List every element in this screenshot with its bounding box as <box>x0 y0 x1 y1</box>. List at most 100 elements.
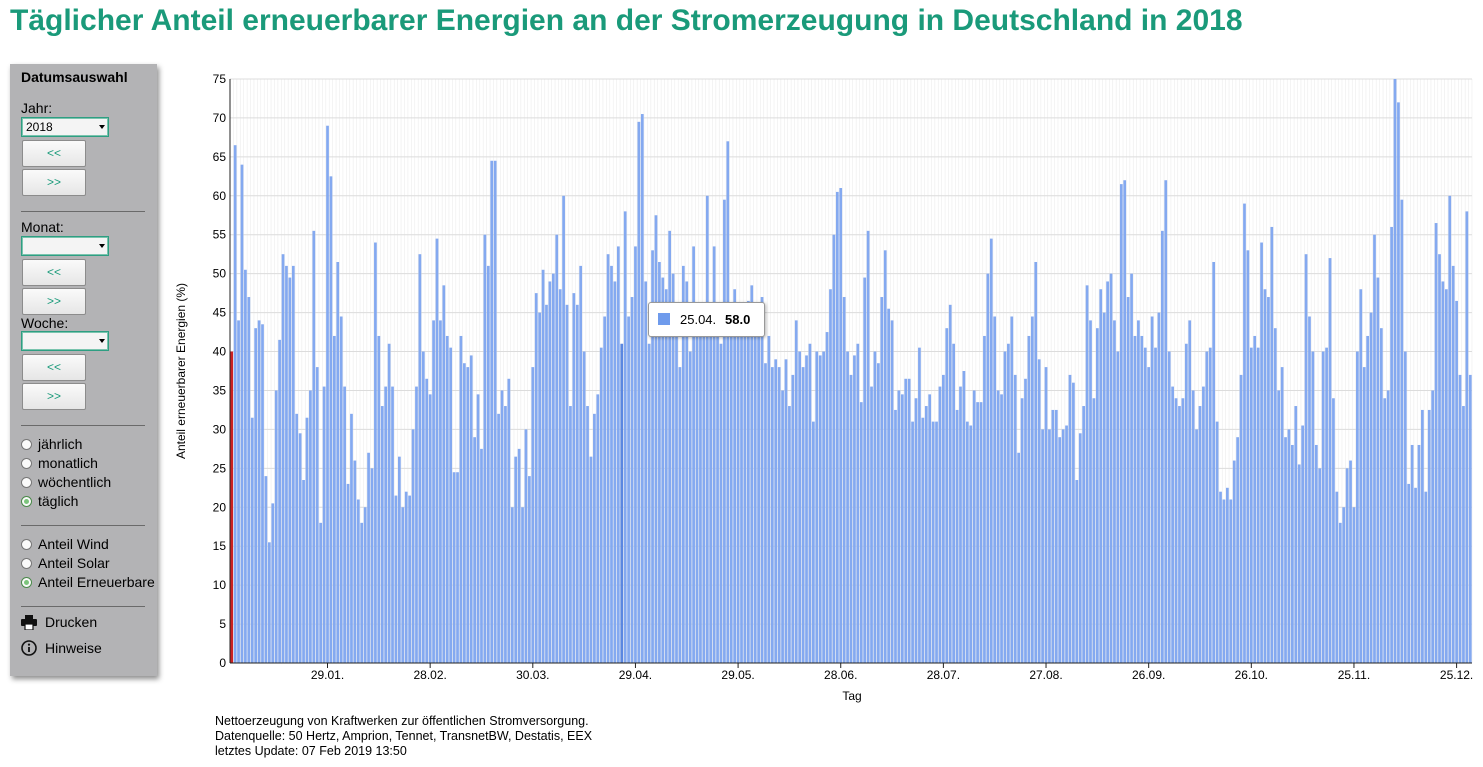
bar[interactable] <box>356 499 360 663</box>
bar[interactable] <box>1123 180 1127 663</box>
bar[interactable] <box>760 297 764 663</box>
bar[interactable] <box>370 468 374 663</box>
bar[interactable] <box>404 491 408 663</box>
bar[interactable] <box>1366 335 1370 663</box>
bar[interactable] <box>1195 429 1198 663</box>
bar[interactable] <box>572 293 576 663</box>
bar[interactable] <box>1284 437 1287 663</box>
bar[interactable] <box>449 347 453 663</box>
bar[interactable] <box>1229 499 1233 663</box>
bar[interactable] <box>421 351 425 663</box>
bar[interactable] <box>1376 277 1380 663</box>
bar[interactable] <box>1328 258 1332 663</box>
bar[interactable] <box>784 359 788 663</box>
bar[interactable] <box>1219 491 1222 663</box>
bar[interactable] <box>1379 328 1383 663</box>
bar[interactable] <box>1137 320 1140 663</box>
bar[interactable] <box>363 507 367 663</box>
bar[interactable] <box>719 343 723 663</box>
bar[interactable] <box>1143 347 1147 663</box>
bar[interactable] <box>309 390 312 663</box>
bar[interactable] <box>723 199 726 663</box>
bar[interactable] <box>1400 199 1404 663</box>
bar[interactable] <box>486 265 490 663</box>
bar[interactable] <box>873 351 877 663</box>
bar[interactable] <box>1441 281 1445 663</box>
bar[interactable] <box>240 164 244 664</box>
bar[interactable] <box>483 234 487 663</box>
bar[interactable] <box>1455 300 1458 663</box>
bar[interactable] <box>1431 390 1435 663</box>
bar[interactable] <box>1273 328 1277 663</box>
bar[interactable] <box>387 343 391 663</box>
bar[interactable] <box>394 495 398 663</box>
bar[interactable] <box>1383 398 1387 663</box>
bar[interactable] <box>551 273 555 663</box>
bar[interactable] <box>1243 203 1246 663</box>
bar[interactable] <box>367 452 370 663</box>
bar[interactable] <box>637 121 641 664</box>
year-next-button[interactable]: >> <box>22 169 86 196</box>
bar[interactable] <box>822 351 825 663</box>
bar[interactable] <box>613 281 617 663</box>
bar[interactable] <box>983 335 986 663</box>
bar[interactable] <box>302 480 305 663</box>
bar[interactable] <box>589 456 593 663</box>
bar[interactable] <box>428 394 432 663</box>
bar[interactable] <box>1003 351 1007 663</box>
bar[interactable] <box>1116 351 1120 663</box>
bar[interactable] <box>1017 452 1021 663</box>
bar[interactable] <box>514 456 518 663</box>
bar[interactable] <box>1308 316 1311 663</box>
bar[interactable] <box>743 332 747 663</box>
bar[interactable] <box>1222 499 1226 663</box>
bar[interactable] <box>740 312 743 663</box>
bar[interactable] <box>808 343 812 663</box>
bar[interactable] <box>1181 398 1185 663</box>
bar[interactable] <box>1154 347 1157 663</box>
interval-option-weekly[interactable]: wöchentlich <box>21 474 111 490</box>
bar[interactable] <box>261 324 264 663</box>
bar[interactable] <box>904 378 908 663</box>
bar[interactable] <box>459 335 463 663</box>
bar[interactable] <box>935 421 938 663</box>
bar[interactable] <box>1013 374 1017 663</box>
bar[interactable] <box>846 351 849 663</box>
bar[interactable] <box>1335 491 1339 663</box>
bar[interactable] <box>757 335 760 663</box>
bar[interactable] <box>377 335 381 663</box>
bar[interactable] <box>866 230 870 663</box>
bar[interactable] <box>794 320 798 663</box>
bar[interactable] <box>1311 351 1315 663</box>
bar[interactable] <box>736 320 740 663</box>
bar[interactable] <box>1130 273 1133 663</box>
bar[interactable] <box>1325 347 1328 663</box>
bar[interactable] <box>538 312 542 663</box>
bar[interactable] <box>931 421 935 663</box>
bar[interactable] <box>463 363 466 663</box>
bar[interactable] <box>801 367 805 663</box>
bar[interactable] <box>507 378 511 663</box>
bar[interactable] <box>1178 406 1181 663</box>
bar[interactable] <box>685 281 689 663</box>
bar[interactable] <box>1075 480 1079 663</box>
bar[interactable] <box>1246 250 1250 663</box>
bar[interactable] <box>288 277 292 663</box>
bar[interactable] <box>1188 320 1192 663</box>
bar[interactable] <box>1106 281 1109 663</box>
bar[interactable] <box>900 394 904 663</box>
bar[interactable] <box>1133 335 1137 663</box>
bar[interactable] <box>965 421 969 663</box>
bar[interactable] <box>774 359 778 663</box>
bar[interactable] <box>1072 382 1075 663</box>
bar[interactable] <box>1140 335 1144 663</box>
bar[interactable] <box>815 351 819 663</box>
bar[interactable] <box>1451 265 1455 663</box>
bar[interactable] <box>521 507 524 663</box>
bar[interactable] <box>1078 433 1082 663</box>
bar[interactable] <box>661 277 665 663</box>
bar[interactable] <box>1410 444 1414 663</box>
bar[interactable] <box>473 437 476 663</box>
bar[interactable] <box>534 293 538 663</box>
bar[interactable] <box>1171 386 1174 663</box>
